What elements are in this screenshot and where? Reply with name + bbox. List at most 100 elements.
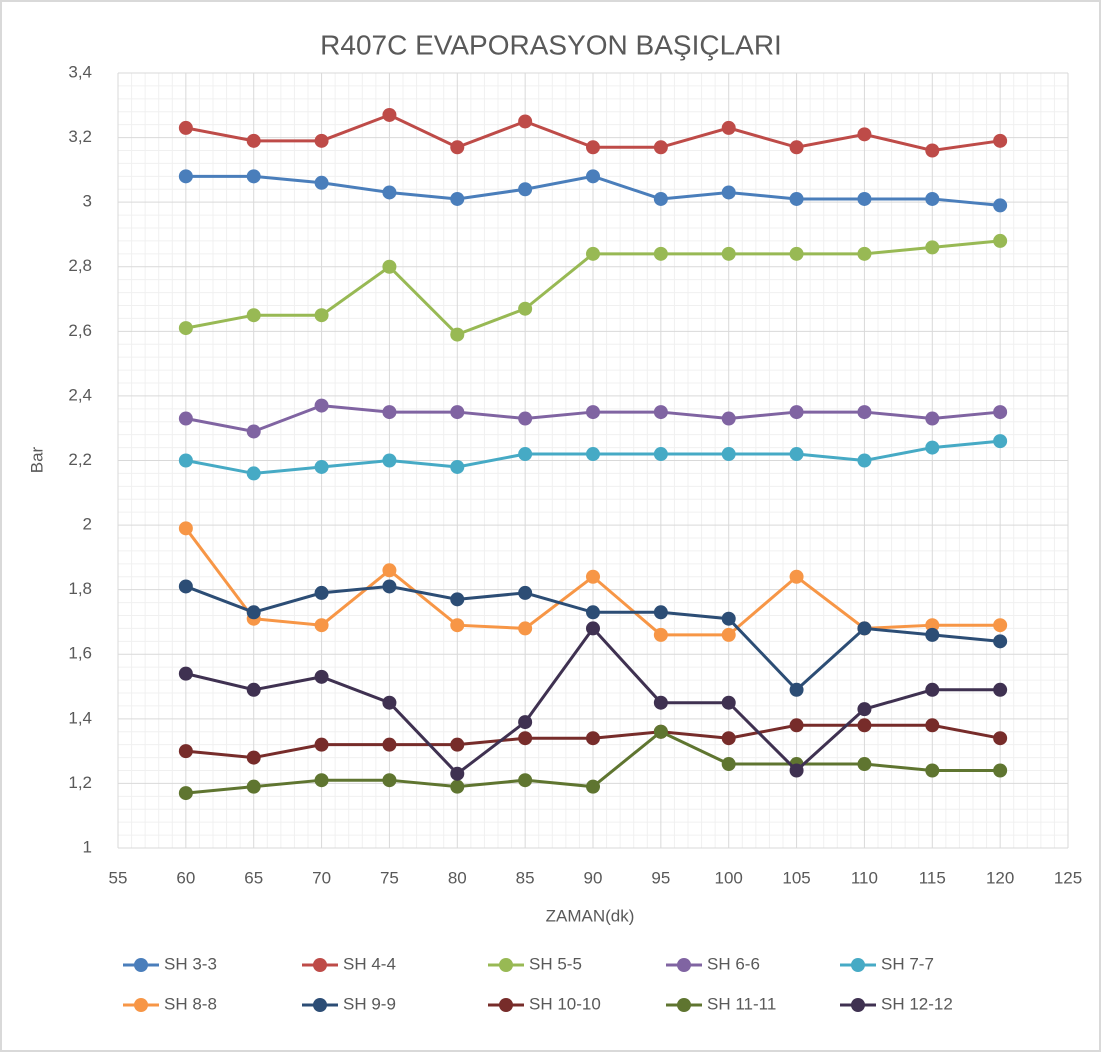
legend-label: SH 11-11 — [707, 994, 776, 1013]
data-point — [925, 618, 940, 633]
legend-label: SH 10-10 — [529, 994, 601, 1013]
legend-label: SH 3-3 — [164, 954, 217, 973]
data-point — [925, 440, 940, 455]
data-point — [925, 763, 940, 778]
data-point — [721, 731, 736, 746]
data-point — [789, 682, 804, 697]
data-point — [993, 618, 1008, 633]
data-point — [789, 405, 804, 420]
data-point — [721, 627, 736, 642]
data-point — [586, 731, 600, 746]
data-point — [450, 140, 465, 155]
data-point — [789, 763, 804, 778]
x-tick-label: 125 — [1054, 868, 1082, 887]
y-tick-label: 2,6 — [68, 321, 92, 340]
y-tick-label: 1,8 — [68, 579, 92, 598]
data-point — [586, 246, 600, 261]
data-point — [314, 308, 329, 323]
data-point — [586, 621, 600, 636]
x-tick-label: 110 — [851, 868, 878, 887]
x-tick-label: 105 — [782, 868, 810, 887]
data-point — [857, 453, 872, 468]
x-tick-label: 85 — [516, 868, 535, 887]
data-point — [450, 405, 465, 420]
data-point — [993, 198, 1008, 213]
data-point — [518, 715, 533, 730]
data-point — [789, 718, 804, 733]
data-point — [993, 133, 1008, 148]
data-point — [246, 605, 261, 620]
data-point — [314, 175, 329, 190]
data-point — [178, 666, 193, 681]
data-point — [789, 447, 804, 462]
data-point — [857, 757, 872, 772]
x-tick-label: 120 — [986, 868, 1014, 887]
data-point — [450, 766, 465, 781]
data-point — [246, 466, 261, 481]
data-point — [586, 140, 600, 155]
legend-marker — [134, 998, 148, 1012]
data-point — [246, 779, 261, 794]
data-point — [314, 737, 329, 752]
y-tick-label: 1,6 — [68, 644, 92, 663]
data-point — [382, 259, 397, 274]
data-point — [993, 731, 1008, 746]
legend-label: SH 5-5 — [529, 954, 582, 973]
legend-marker — [851, 998, 865, 1012]
data-point — [857, 405, 872, 420]
x-tick-label: 65 — [244, 868, 263, 887]
data-point — [178, 411, 193, 426]
data-point — [993, 634, 1008, 649]
data-point — [721, 411, 736, 426]
data-point — [382, 737, 397, 752]
data-point — [586, 169, 600, 184]
legend-marker — [851, 958, 865, 972]
data-point — [653, 246, 668, 261]
data-point — [925, 143, 940, 158]
data-point — [246, 133, 261, 148]
legend-label: SH 6-6 — [707, 954, 760, 973]
data-point — [721, 185, 736, 200]
y-axis-title: Bar — [27, 446, 46, 473]
data-point — [721, 611, 736, 626]
data-point — [925, 682, 940, 697]
data-point — [789, 569, 804, 584]
legend-marker — [313, 958, 327, 972]
y-tick-label: 1 — [83, 837, 92, 856]
data-point — [382, 563, 397, 578]
data-point — [246, 424, 261, 439]
data-point — [586, 779, 600, 794]
data-point — [382, 695, 397, 710]
data-point — [314, 585, 329, 600]
legend-label: SH 9-9 — [343, 994, 396, 1013]
y-tick-label: 1,4 — [68, 708, 92, 727]
data-point — [178, 521, 193, 536]
x-tick-label: 80 — [448, 868, 467, 887]
y-tick-label: 1,2 — [68, 773, 92, 792]
data-point — [789, 140, 804, 155]
data-point — [178, 321, 193, 336]
data-point — [382, 773, 397, 788]
data-point — [857, 702, 872, 717]
data-point — [586, 605, 600, 620]
data-point — [178, 453, 193, 468]
data-point — [314, 459, 329, 474]
data-point — [925, 627, 940, 642]
legend-label: SH 4-4 — [343, 954, 396, 973]
data-point — [993, 682, 1008, 697]
data-point — [450, 191, 465, 206]
data-point — [518, 411, 533, 426]
data-point — [246, 682, 261, 697]
data-point — [518, 773, 533, 788]
x-tick-label: 115 — [919, 868, 946, 887]
data-point — [518, 731, 533, 746]
data-point — [857, 246, 872, 261]
data-point — [178, 786, 193, 801]
data-point — [993, 233, 1008, 248]
data-point — [721, 246, 736, 261]
data-point — [246, 750, 261, 765]
data-point — [518, 585, 533, 600]
data-point — [450, 618, 465, 633]
data-point — [382, 405, 397, 420]
data-point — [653, 447, 668, 462]
